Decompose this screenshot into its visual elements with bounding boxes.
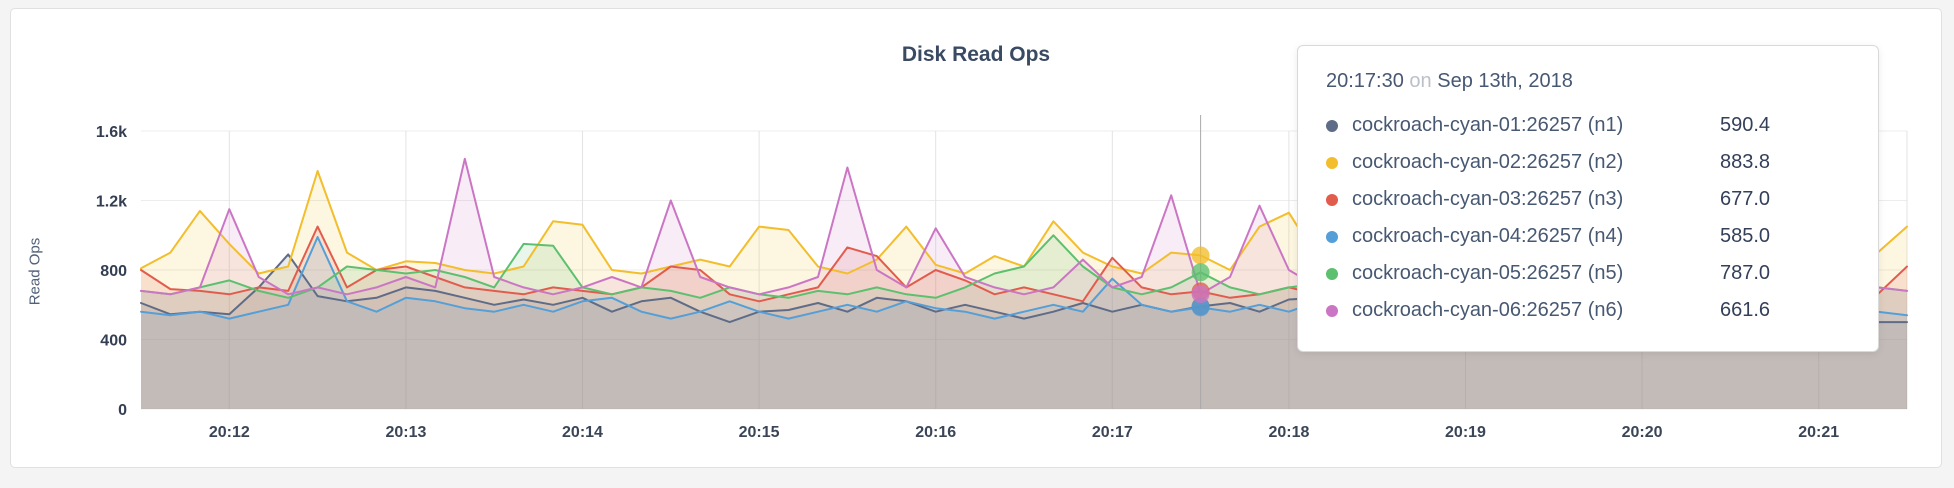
x-axis-tick-label: 20:20 [1622, 424, 1663, 441]
tooltip-series-list: cockroach-cyan-01:26257 (n1) 590.4 cockroa… [1326, 107, 1850, 329]
x-axis-tick-label: 20:18 [1268, 424, 1309, 441]
x-axis-tick-label: 20:14 [562, 424, 603, 441]
series-value: 787.0 [1720, 262, 1771, 284]
chart-card: Disk Read Ops Read Ops 0 400 800 1.2k 1.6k 20… [10, 8, 1942, 468]
series-name: cockroach-cyan-01:26257 (n1) [1352, 114, 1624, 136]
tooltip-on-word: on [1409, 70, 1432, 92]
chart-tooltip: 20:17:30 on Sep 13th, 2018 cockroach-cya… [1297, 45, 1879, 352]
y-axis-tick-label: 1.2k [96, 194, 127, 211]
tooltip-time: 20:17:30 [1326, 70, 1404, 92]
tooltip-series-row: cockroach-cyan-05:26257 (n5) 787.0 [1326, 255, 1850, 292]
y-axis-tick-label: 1.6k [96, 124, 127, 141]
chart-title: Disk Read Ops [901, 43, 1051, 66]
x-axis-tick-label: 20:21 [1798, 424, 1839, 441]
x-axis-tick-label: 20:17 [1092, 424, 1133, 441]
series-color-dot-icon [1326, 119, 1338, 132]
series-name: cockroach-cyan-03:26257 (n3) [1352, 188, 1624, 210]
series-value: 883.8 [1720, 151, 1771, 173]
x-axis-tick-label: 20:16 [915, 424, 956, 441]
tooltip-series-row: cockroach-cyan-02:26257 (n2) 883.8 [1326, 144, 1850, 181]
series-value: 661.6 [1720, 299, 1771, 321]
x-axis-tick-label: 20:19 [1445, 424, 1486, 441]
series-name: cockroach-cyan-02:26257 (n2) [1352, 151, 1624, 173]
x-axis-tick-label: 20:13 [385, 424, 426, 441]
tooltip-timestamp: 20:17:30 on Sep 13th, 2018 [1326, 70, 1850, 93]
tooltip-series-row: cockroach-cyan-06:26257 (n6) 661.6 [1326, 292, 1850, 329]
series-area [141, 237, 1907, 409]
series-color-dot-icon [1326, 304, 1338, 317]
tooltip-date: Sep 13th, 2018 [1437, 70, 1573, 92]
series-color-dot-icon [1326, 193, 1338, 206]
x-axis-tick-label: 20:15 [739, 424, 780, 441]
series-name: cockroach-cyan-05:26257 (n5) [1352, 262, 1624, 284]
series-value: 585.0 [1720, 225, 1771, 247]
series-area [141, 235, 1907, 409]
y-axis-tick-label: 800 [100, 263, 127, 280]
crosshair-series-dot [1191, 263, 1210, 282]
series-value: 677.0 [1720, 188, 1771, 210]
series-color-dot-icon [1326, 267, 1338, 280]
y-axis-tick-label: 400 [100, 333, 127, 350]
series-color-dot-icon [1326, 156, 1338, 169]
series-color-dot-icon [1326, 230, 1338, 243]
y-axis-tick-label: 0 [118, 402, 127, 419]
series-name: cockroach-cyan-04:26257 (n4) [1352, 225, 1624, 247]
tooltip-series-row: cockroach-cyan-01:26257 (n1) 590.4 [1326, 107, 1850, 144]
tooltip-series-row: cockroach-cyan-04:26257 (n4) 585.0 [1326, 218, 1850, 255]
series-area [141, 254, 1907, 409]
x-axis-tick-label: 20:12 [209, 424, 250, 441]
crosshair-series-dot [1191, 246, 1210, 265]
crosshair-series-dot [1191, 285, 1210, 304]
series-value: 590.4 [1720, 114, 1771, 136]
tooltip-series-row: cockroach-cyan-03:26257 (n3) 677.0 [1326, 181, 1850, 218]
series-name: cockroach-cyan-06:26257 (n6) [1352, 299, 1624, 321]
crosshair-series-dot [1191, 298, 1210, 317]
